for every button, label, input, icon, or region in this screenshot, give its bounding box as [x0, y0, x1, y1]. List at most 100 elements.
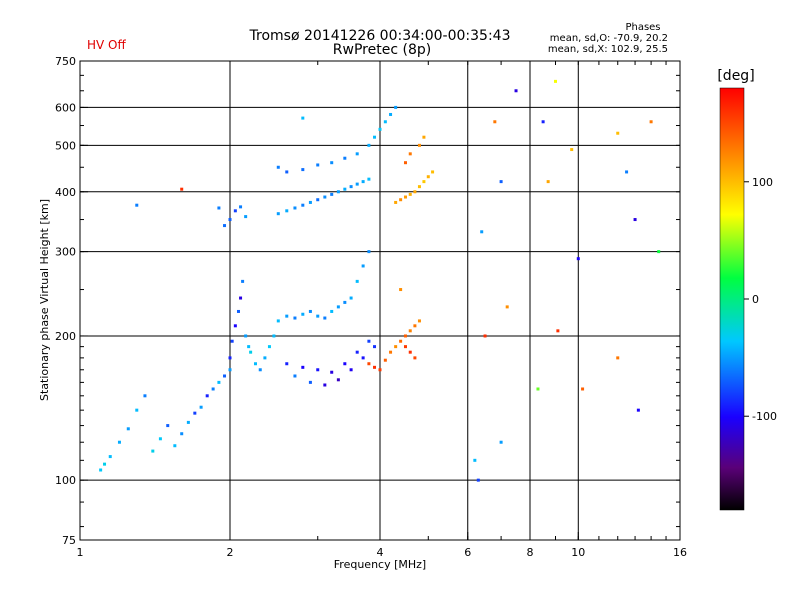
echo-point — [349, 296, 353, 300]
echo-point — [336, 190, 340, 194]
colorbar-tick-label: 100 — [752, 176, 773, 189]
echo-point — [247, 345, 251, 349]
echo-point — [316, 163, 320, 167]
echo-point — [633, 218, 637, 222]
echo-point — [403, 195, 407, 199]
scatter-series — [276, 250, 377, 387]
echo-point — [103, 462, 107, 466]
echo-point — [330, 309, 334, 313]
echo-point — [258, 368, 262, 372]
x-tick-label: 4 — [377, 546, 384, 559]
echo-point — [403, 161, 407, 165]
echo-point — [108, 455, 112, 459]
echo-point — [228, 368, 232, 372]
echo-point — [367, 143, 371, 147]
echo-point — [276, 319, 280, 323]
x-tick-label: 8 — [527, 546, 534, 559]
y-tick-label: 500 — [55, 139, 76, 152]
echo-point — [499, 440, 503, 444]
y-tick-label: 750 — [55, 55, 76, 68]
echo-point — [408, 152, 412, 156]
echo-point — [399, 288, 403, 292]
echo-point — [323, 383, 327, 387]
echo-point — [576, 257, 580, 261]
colorbar-gradient — [719, 87, 745, 511]
echo-point — [308, 380, 312, 384]
echo-point — [413, 190, 417, 194]
echo-point — [403, 334, 407, 338]
echo-point — [616, 356, 620, 360]
echo-point — [417, 185, 421, 189]
echo-point — [394, 200, 398, 204]
echo-point — [99, 468, 103, 472]
echo-point — [417, 319, 421, 323]
echo-point — [426, 175, 430, 179]
y-axis-title: Stationary phase Virtual Height [km] — [38, 199, 51, 401]
echo-point — [241, 279, 245, 283]
stats-x-mode: mean, sd,X: 102.9, 25.5 — [548, 44, 668, 55]
echo-point — [476, 478, 480, 482]
echo-point — [253, 362, 257, 366]
y-tick-label: 300 — [55, 246, 76, 259]
echo-point — [135, 203, 139, 207]
hv-status-label: HV Off — [87, 38, 126, 52]
echo-point — [233, 209, 237, 213]
echo-point — [293, 316, 297, 320]
echo-point — [413, 324, 417, 328]
scatter-series — [276, 105, 398, 216]
echo-point — [343, 300, 347, 304]
echo-point — [355, 152, 359, 156]
echo-point — [205, 394, 209, 398]
echo-point — [422, 180, 426, 184]
echo-point — [493, 120, 497, 124]
echo-point — [483, 334, 487, 338]
scatter-series — [217, 205, 276, 372]
echo-point — [389, 112, 393, 116]
echo-point — [367, 339, 371, 343]
echo-point — [301, 203, 305, 207]
echo-point — [408, 350, 412, 354]
echo-point — [336, 378, 340, 382]
echo-point — [514, 89, 518, 93]
echo-point — [301, 365, 305, 369]
echo-point — [657, 250, 661, 254]
echo-point — [173, 444, 177, 448]
echo-point — [180, 432, 184, 436]
echo-point — [267, 345, 271, 349]
echo-point — [373, 365, 377, 369]
echo-point — [349, 368, 353, 372]
colorbar: 100 0 -100 — [719, 87, 777, 511]
y-tick-label: 400 — [55, 186, 76, 199]
echo-point — [541, 120, 545, 124]
echo-point — [217, 380, 221, 384]
echo-point — [505, 305, 509, 309]
plot-area: 1 2 4 6 8 10 16 75 100 200 300 400 500 600 750 — [55, 55, 687, 559]
echo-point — [236, 309, 240, 313]
echo-point — [403, 345, 407, 349]
echo-point — [343, 187, 347, 191]
x-axis-title: Frequency [MHz] — [334, 558, 426, 571]
echo-point — [323, 316, 327, 320]
echo-point — [166, 424, 170, 428]
chart-title: Tromsø 20141226 00:34:00-00:35:43 — [249, 28, 511, 44]
y-tick-label: 600 — [55, 101, 76, 114]
echo-point — [394, 105, 398, 109]
echo-point — [413, 356, 417, 360]
colorbar-tick-label: -100 — [752, 410, 777, 423]
echo-point — [228, 218, 232, 222]
echo-point — [355, 182, 359, 186]
echo-point — [343, 362, 347, 366]
echo-point — [336, 305, 340, 309]
echo-point — [151, 449, 155, 453]
echo-point — [546, 180, 550, 184]
echo-point — [349, 185, 353, 189]
x-tick-label: 1 — [77, 546, 84, 559]
echo-point — [378, 368, 382, 372]
echo-point — [330, 192, 334, 196]
echo-point — [399, 198, 403, 202]
echo-point — [408, 192, 412, 196]
echo-point — [233, 324, 237, 328]
echo-point — [394, 345, 398, 349]
echo-point — [316, 314, 320, 318]
